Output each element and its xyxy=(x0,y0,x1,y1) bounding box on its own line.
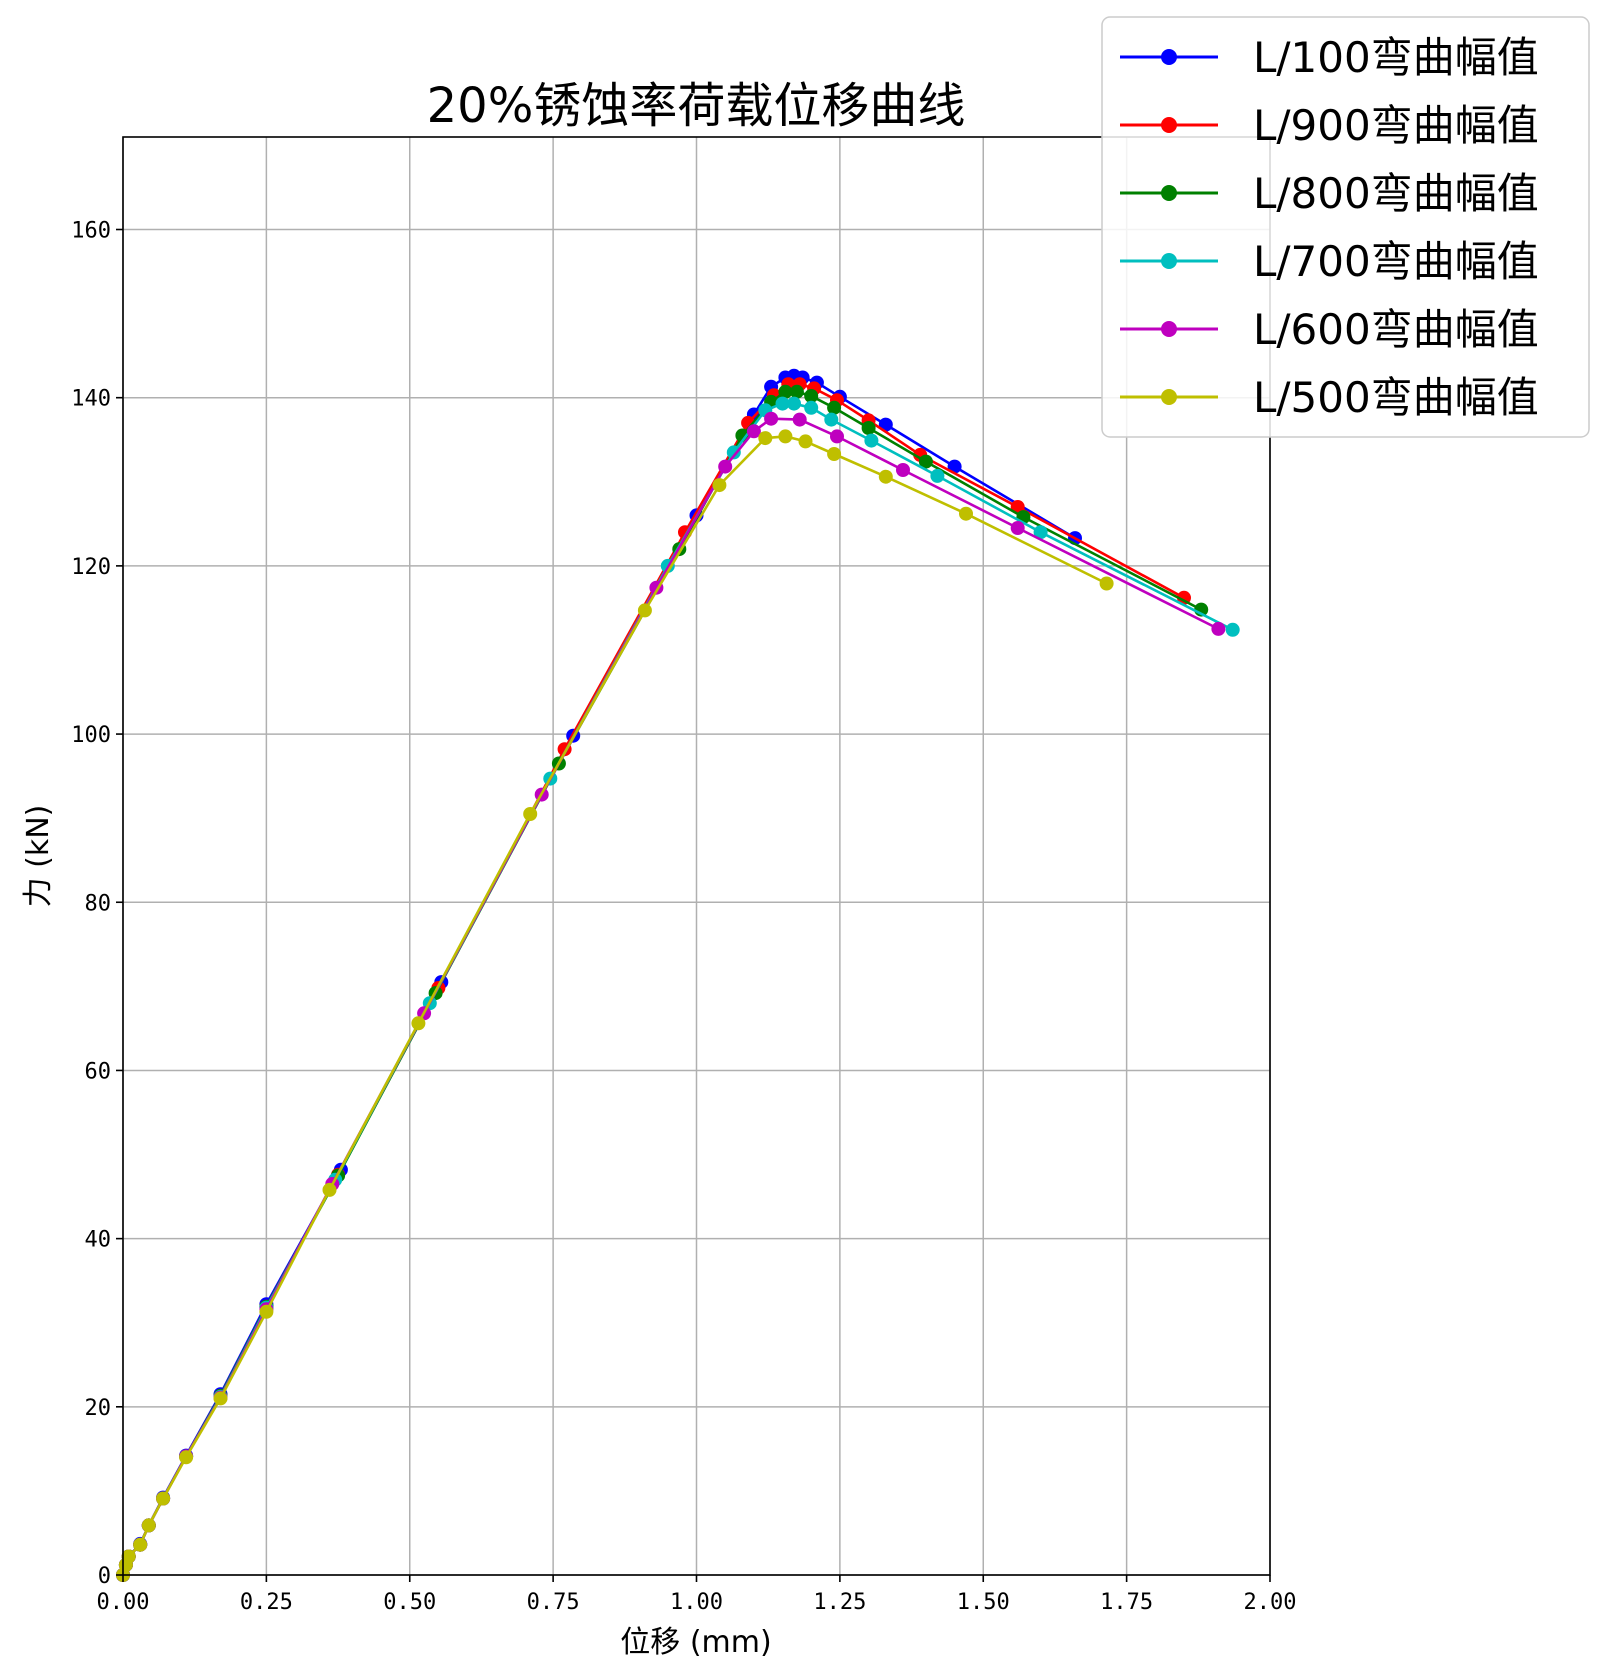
x-tick-label: 1.75 xyxy=(1100,1590,1153,1615)
legend-swatch-marker xyxy=(1161,253,1177,269)
data-point xyxy=(411,1016,426,1031)
data-point xyxy=(878,469,893,484)
data-point xyxy=(213,1391,228,1406)
data-point xyxy=(712,478,727,493)
legend-label: L/600弯曲幅值 xyxy=(1253,305,1539,354)
y-tick-label: 0 xyxy=(98,1564,111,1589)
data-point xyxy=(133,1537,148,1552)
x-tick-label: 0.50 xyxy=(383,1590,436,1615)
legend-item: L/100弯曲幅值 xyxy=(1120,33,1539,82)
legend-item: L/600弯曲幅值 xyxy=(1120,305,1539,354)
x-tick-label: 0.00 xyxy=(97,1590,150,1615)
legend-label: L/700弯曲幅值 xyxy=(1253,237,1539,286)
data-point xyxy=(830,429,844,444)
data-point xyxy=(798,434,813,449)
data-point xyxy=(141,1518,156,1533)
plot-series xyxy=(116,368,1240,1582)
legend-item: L/500弯曲幅值 xyxy=(1120,373,1539,422)
x-tick-label: 1.50 xyxy=(957,1590,1010,1615)
data-point xyxy=(827,400,842,415)
data-point xyxy=(804,400,819,415)
legend-swatch-marker xyxy=(1161,185,1177,201)
legend-swatch-marker xyxy=(1161,49,1177,65)
legend-label: L/800弯曲幅值 xyxy=(1253,169,1539,218)
legend-label: L/900弯曲幅值 xyxy=(1253,101,1539,150)
data-point xyxy=(121,1549,136,1564)
data-point xyxy=(1033,525,1048,540)
y-tick-label: 160 xyxy=(71,219,111,244)
data-point xyxy=(1225,622,1240,637)
legend-label: L/500弯曲幅值 xyxy=(1253,373,1539,422)
data-point xyxy=(758,431,773,446)
legend-swatch-marker xyxy=(1161,321,1177,337)
data-point xyxy=(1099,576,1114,591)
x-tick-label: 0.75 xyxy=(527,1590,580,1615)
legend: L/100弯曲幅值 L/900弯曲幅值 L/800弯曲幅值 L/700弯曲幅值 L/60… xyxy=(1101,16,1590,438)
y-tick-label: 60 xyxy=(85,1059,112,1084)
x-tick-label: 1.00 xyxy=(670,1590,723,1615)
data-point xyxy=(156,1491,171,1506)
axis-ticks: 0.00 0.25 0.50 0.75 1.00 1.25 1.50 1.75 2.00 0 20 4… xyxy=(71,219,1296,1615)
legend-item: L/700弯曲幅值 xyxy=(1120,237,1539,286)
data-point xyxy=(959,506,973,521)
y-tick-label: 120 xyxy=(71,555,111,580)
data-point xyxy=(824,412,839,427)
y-tick-label: 100 xyxy=(71,723,111,748)
data-point xyxy=(179,1450,194,1465)
data-point xyxy=(789,384,804,399)
chart-title: 20%锈蚀率荷载位移曲线 xyxy=(427,78,966,134)
data-point xyxy=(827,447,842,461)
data-point xyxy=(804,389,819,403)
data-point xyxy=(775,396,790,411)
data-point xyxy=(792,412,807,427)
data-point xyxy=(787,396,801,411)
data-point xyxy=(778,429,793,444)
data-point xyxy=(637,603,652,618)
data-point xyxy=(861,421,876,435)
legend-swatch-marker xyxy=(1161,117,1177,133)
data-point xyxy=(896,463,910,477)
y-tick-label: 80 xyxy=(85,891,112,916)
data-point xyxy=(523,807,538,821)
y-tick-label: 140 xyxy=(71,387,111,412)
data-point xyxy=(746,424,761,439)
legend-item: L/800弯曲幅值 xyxy=(1120,169,1539,218)
legend-box xyxy=(1101,16,1590,438)
series-6 xyxy=(116,429,1114,1582)
data-point xyxy=(864,433,879,448)
data-point xyxy=(778,384,793,399)
data-point xyxy=(726,445,741,460)
legend-item: L/900弯曲幅值 xyxy=(1120,101,1539,150)
x-tick-label: 0.25 xyxy=(240,1590,293,1615)
x-axis-label: 位移 (mm) xyxy=(620,1625,771,1660)
data-point xyxy=(735,428,750,443)
data-point xyxy=(718,459,733,474)
x-tick-label: 1.25 xyxy=(813,1590,866,1615)
legend-swatch-marker xyxy=(1161,389,1177,405)
data-point xyxy=(930,468,945,483)
data-point xyxy=(322,1182,337,1197)
y-axis-label: 力 (kN) xyxy=(21,805,56,908)
data-point xyxy=(1010,521,1025,535)
y-tick-label: 20 xyxy=(85,1396,112,1421)
data-point xyxy=(259,1304,274,1319)
data-point xyxy=(764,411,779,426)
legend-label: L/100弯曲幅值 xyxy=(1253,33,1539,82)
y-tick-label: 40 xyxy=(85,1228,112,1253)
data-point xyxy=(918,454,933,469)
data-point xyxy=(1211,621,1226,636)
x-tick-label: 2.00 xyxy=(1244,1590,1297,1615)
